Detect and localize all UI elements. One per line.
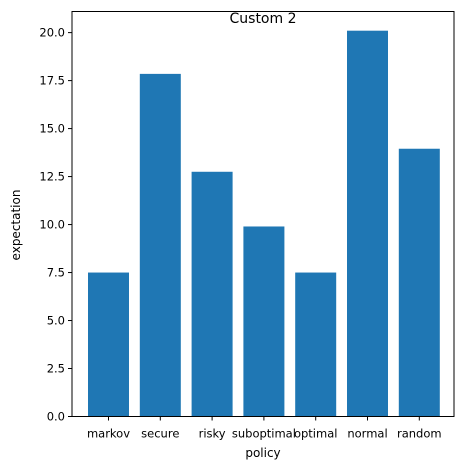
y-tick-label: 10.0	[39, 218, 65, 232]
x-tick-label: secure	[141, 427, 179, 441]
bar-secure	[139, 73, 181, 417]
y-tick-label: 12.5	[39, 170, 65, 184]
y-axis-label: expectation	[9, 190, 23, 261]
bar-risky	[191, 171, 233, 417]
y-tick-label: 7.5	[47, 266, 65, 280]
bars-group	[88, 30, 440, 417]
x-tick-label: suboptimal	[232, 427, 296, 441]
y-tick-label: 15.0	[39, 122, 65, 136]
y-axis-ticks: 0.0 2.5 5.0 7.5 10.0 12.5 15.0 17.5 20.0	[39, 26, 72, 424]
bar-markov	[88, 272, 129, 417]
x-tick-label: optimal	[294, 427, 337, 441]
x-axis-label: policy	[245, 446, 280, 460]
y-tick-label: 2.5	[47, 362, 65, 376]
chart-title: Custom 2	[230, 11, 297, 27]
y-tick-label: 20.0	[39, 26, 65, 40]
x-tick-label: random	[397, 427, 442, 441]
bar-optimal	[295, 272, 337, 417]
x-tick-label: normal	[347, 427, 387, 441]
y-tick-label: 5.0	[47, 314, 65, 328]
x-tick-label: markov	[87, 427, 130, 441]
bar-random	[398, 148, 440, 417]
x-tick-label: risky	[199, 427, 226, 441]
plot-frame	[71, 11, 455, 417]
y-tick-label: 17.5	[39, 74, 65, 88]
y-tick-label: 0.0	[47, 410, 65, 424]
bar-normal	[347, 30, 388, 417]
bar-suboptimal	[243, 226, 285, 417]
